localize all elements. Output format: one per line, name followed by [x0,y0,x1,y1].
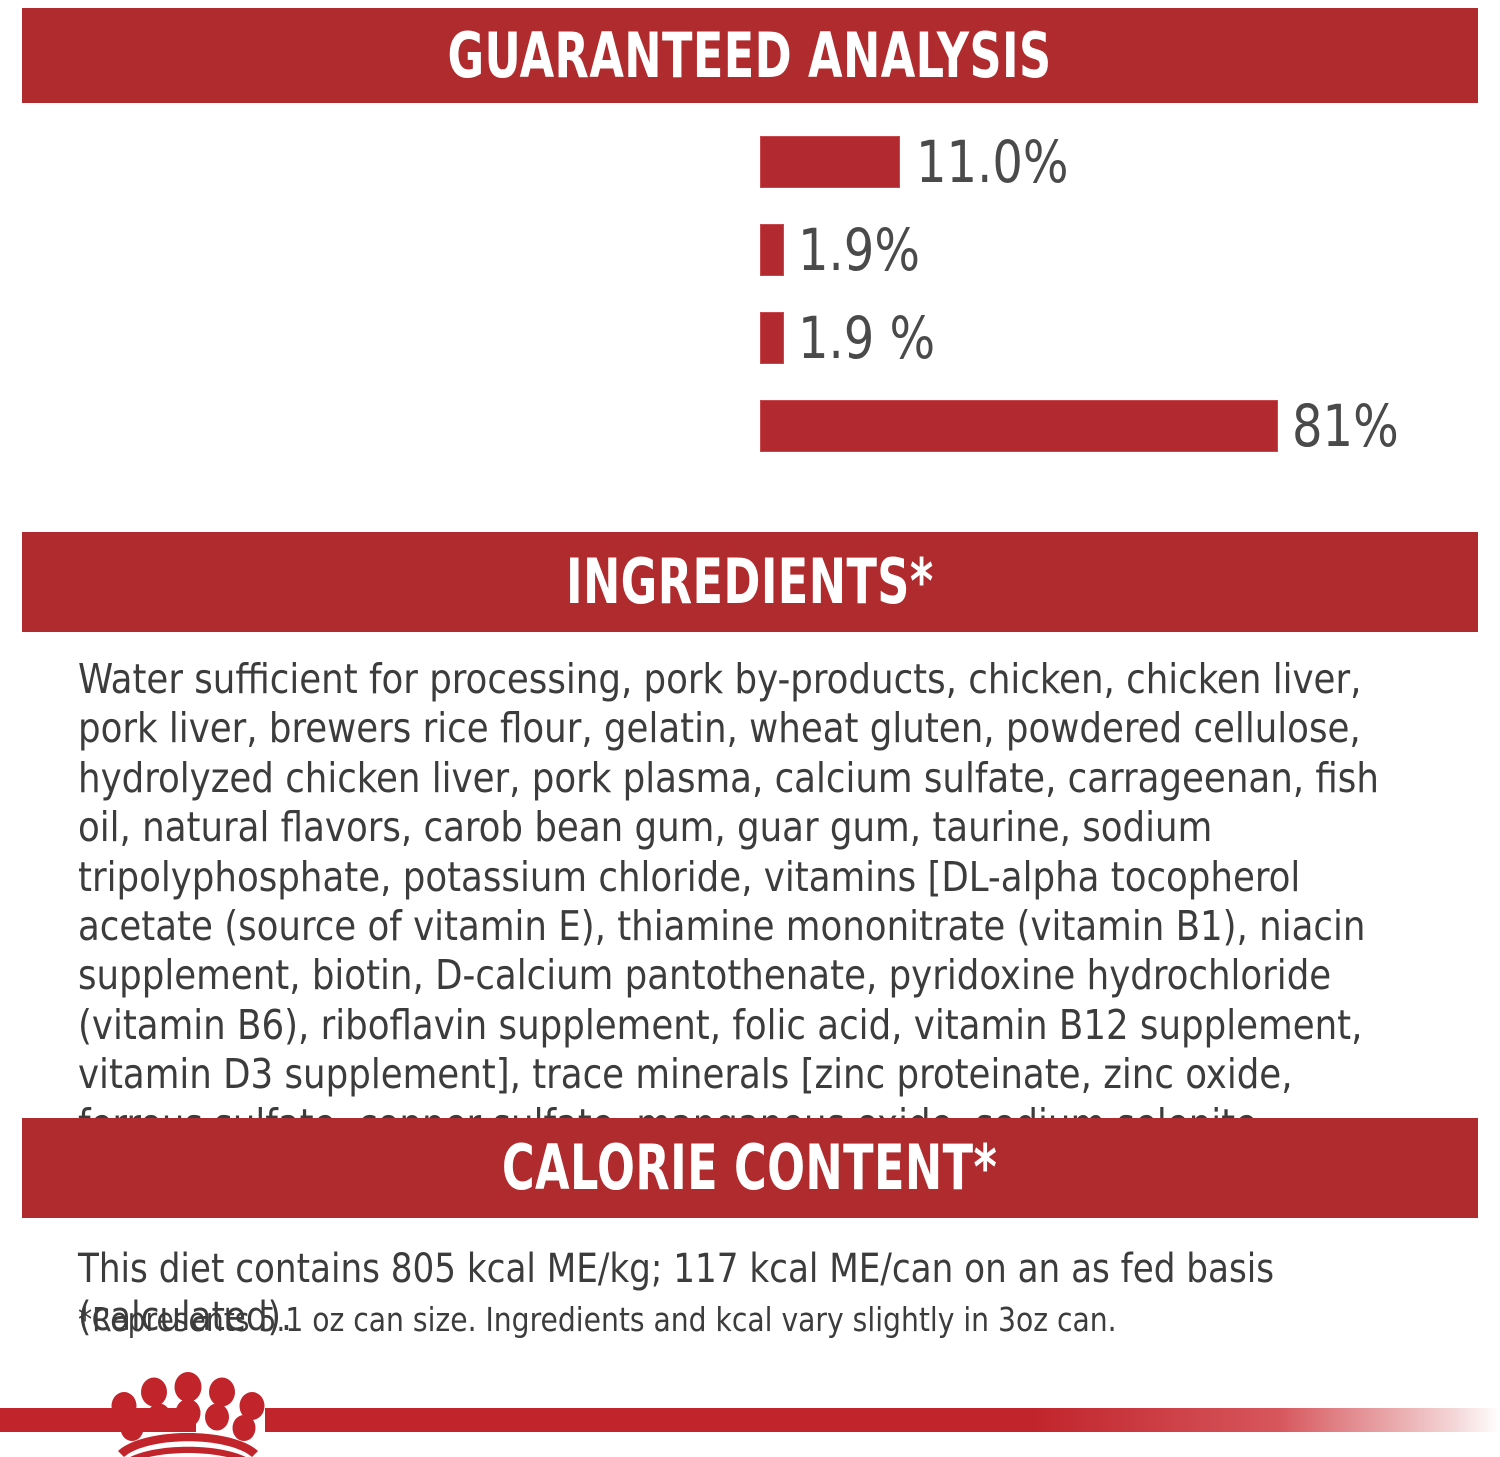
analysis-value-moisture: 81% [1292,392,1399,460]
guaranteed-analysis-banner: GUARANTEED ANALYSIS [22,8,1478,103]
footer [0,1372,1500,1457]
analysis-value-fat: 1.9% [798,216,920,284]
analysis-value-protein: 11.0% [916,128,1069,196]
analysis-bar-fat [760,224,784,276]
analysis-row-moisture: Moisture max. 81% [0,382,1500,470]
calorie-content-banner: CALORIE CONTENT* [22,1118,1478,1218]
analysis-bar-protein [760,136,900,188]
calorie-content-title: CALORIE CONTENT* [502,1131,998,1204]
analysis-row-fiber: Fiber max. 1.9 % [0,294,1500,382]
analysis-value-fiber: 1.9 % [798,304,936,372]
guaranteed-analysis-rows: Protein min. 11.0% Fat min. 1.9% Fiber m… [0,118,1500,470]
guaranteed-analysis-title: GUARANTEED ANALYSIS [447,18,1052,92]
royal-canin-crown-logo [104,1370,272,1457]
ingredients-banner: INGREDIENTS* [22,532,1478,632]
ingredients-text: Water sufficient for processing, pork by… [78,655,1379,1197]
ingredients-title: INGREDIENTS* [566,545,934,618]
analysis-row-fat: Fat min. 1.9% [0,206,1500,294]
footer-rule-right [265,1408,1500,1432]
analysis-bar-moisture [760,400,1278,452]
calorie-content-footnote: *Represents 5.1 oz can size. Ingredients… [78,1300,1117,1339]
analysis-row-protein: Protein min. 11.0% [0,118,1500,206]
calorie-content-main-text: This diet contains 805 kcal ME/kg; 117 k… [78,1246,1275,1340]
analysis-bar-fiber [760,312,784,364]
